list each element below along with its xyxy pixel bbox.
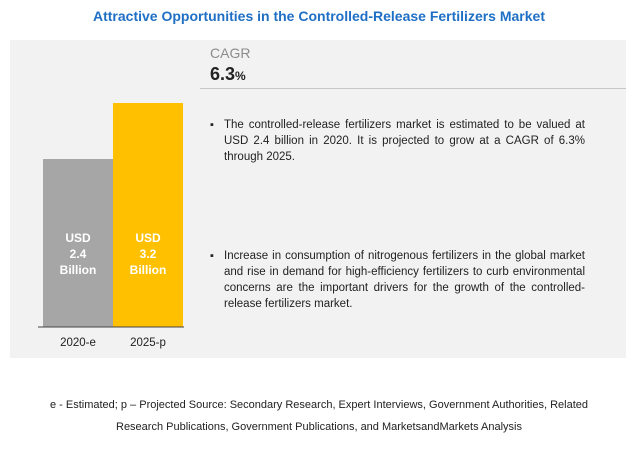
x-tick-label: 2025-p	[130, 337, 166, 349]
bar-2020-e	[43, 159, 113, 327]
chart-title: Attractive Opportunities in the Controll…	[93, 8, 545, 24]
bar-data-label: Billion	[130, 263, 167, 277]
cagr-divider	[200, 88, 626, 89]
bar-data-label: 2.4	[70, 247, 87, 261]
cagr-label: CAGR	[210, 45, 251, 61]
footnote-line-1: e - Estimated; p – Projected Source: Sec…	[49, 399, 589, 411]
bar-2025-p	[113, 103, 183, 327]
cagr-unit: %	[235, 69, 246, 83]
bullet-market-estimate: The controlled-release fertilizers marke…	[210, 117, 585, 165]
x-tick-label: 2020-e	[60, 337, 96, 349]
bar-data-label: USD	[65, 231, 91, 245]
bar-data-label: 3.2	[140, 247, 157, 261]
bar-data-label: USD	[135, 231, 161, 245]
cagr-value: 6.3%	[210, 64, 246, 85]
cagr-number: 6.3	[210, 64, 236, 84]
footnote-line-2: Research Publications, Government Public…	[116, 421, 522, 433]
bar-data-label: Billion	[60, 263, 97, 277]
bullet-growth-drivers: Increase in consumption of nitrogenous f…	[210, 248, 585, 312]
